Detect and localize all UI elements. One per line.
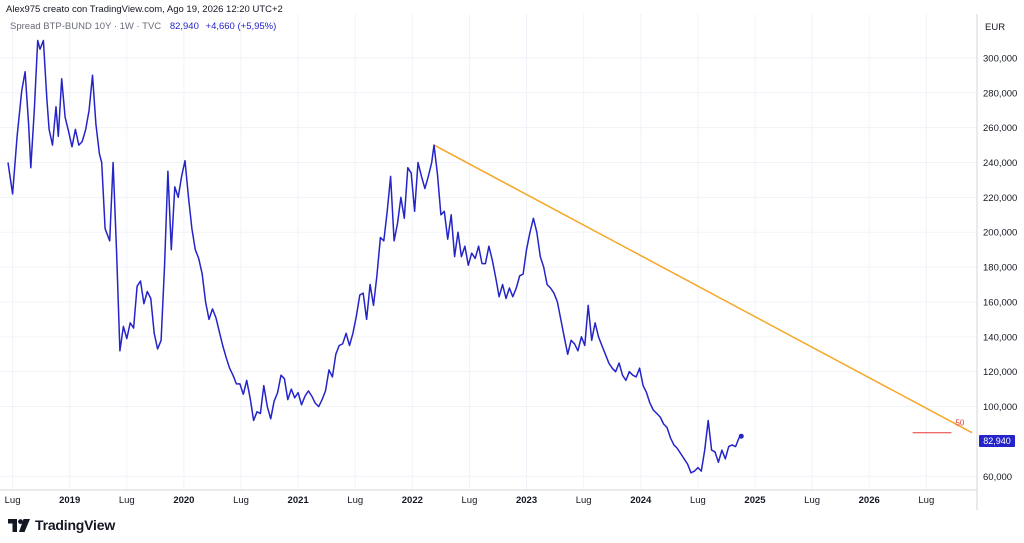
legend-symbol: Spread BTP-BUND 10Y · 1W · TVC [10,21,162,32]
legend-last-value: 82,940 [169,21,199,32]
x-tick-label: 2019 [59,495,80,506]
tradingview-logo[interactable]: TradingView [8,517,115,533]
x-tick-label: Lug [690,495,706,506]
x-tick-label: Lug [462,495,478,506]
y-tick-label: 220,000 [983,193,1017,204]
last-point-marker [738,433,744,439]
trendline[interactable] [433,144,973,434]
x-tick-label: 2025 [744,495,766,506]
x-tick-label: Lug [347,495,363,506]
y-tick-label: 280,000 [983,88,1017,99]
attribution-text: Alex975 creato con TradingView.com, Ago … [6,4,283,15]
x-tick-label: 2023 [516,495,537,506]
price-axis[interactable]: 60,000 100,000 120,000 140,000 160,000 180,00… [983,53,1017,482]
x-tick-label: Lug [804,495,820,506]
y-tick-label: 120,000 [983,367,1017,378]
x-tick-label: 2022 [402,495,423,506]
x-tick-label: 2020 [173,495,194,506]
tradingview-logo-text: TradingView [35,517,116,533]
x-tick-label: 2024 [630,495,652,506]
y-tick-label: 180,000 [983,263,1017,274]
y-tick-label: 240,000 [983,158,1017,169]
series-line [7,39,742,474]
x-tick-label: Lug [233,495,249,506]
y-tick-label: 60,000 [983,472,1012,483]
alert-label: 50 [955,419,964,428]
x-tick-label: Lug [576,495,592,506]
y-tick-label: 100,000 [983,402,1017,413]
x-tick-label: Lug [918,495,934,506]
legend[interactable]: Spread BTP-BUND 10Y · 1W · TVC 82,940 +4… [10,21,276,32]
x-tick-label: Lug [5,495,21,506]
last-price-label: 82,940 [979,435,1015,447]
x-tick-label: 2021 [288,495,310,506]
tradingview-logo-icon [8,518,30,532]
axis-unit-label: EUR [985,22,1005,33]
y-tick-label: 160,000 [983,297,1017,308]
y-tick-label: 260,000 [983,123,1017,134]
grid [0,14,977,490]
y-tick-label: 200,000 [983,228,1017,239]
y-tick-label: 140,000 [983,332,1017,343]
x-tick-label: Lug [119,495,135,506]
y-tick-label: 300,000 [983,53,1017,64]
legend-change: +4,660 (+5,95%) [205,21,277,32]
x-tick-label: 2026 [859,495,880,506]
time-axis[interactable]: Lug 2019 Lug 2020 Lug 2021 Lug 2022 Lug 2023 Lug 20… [5,495,935,506]
